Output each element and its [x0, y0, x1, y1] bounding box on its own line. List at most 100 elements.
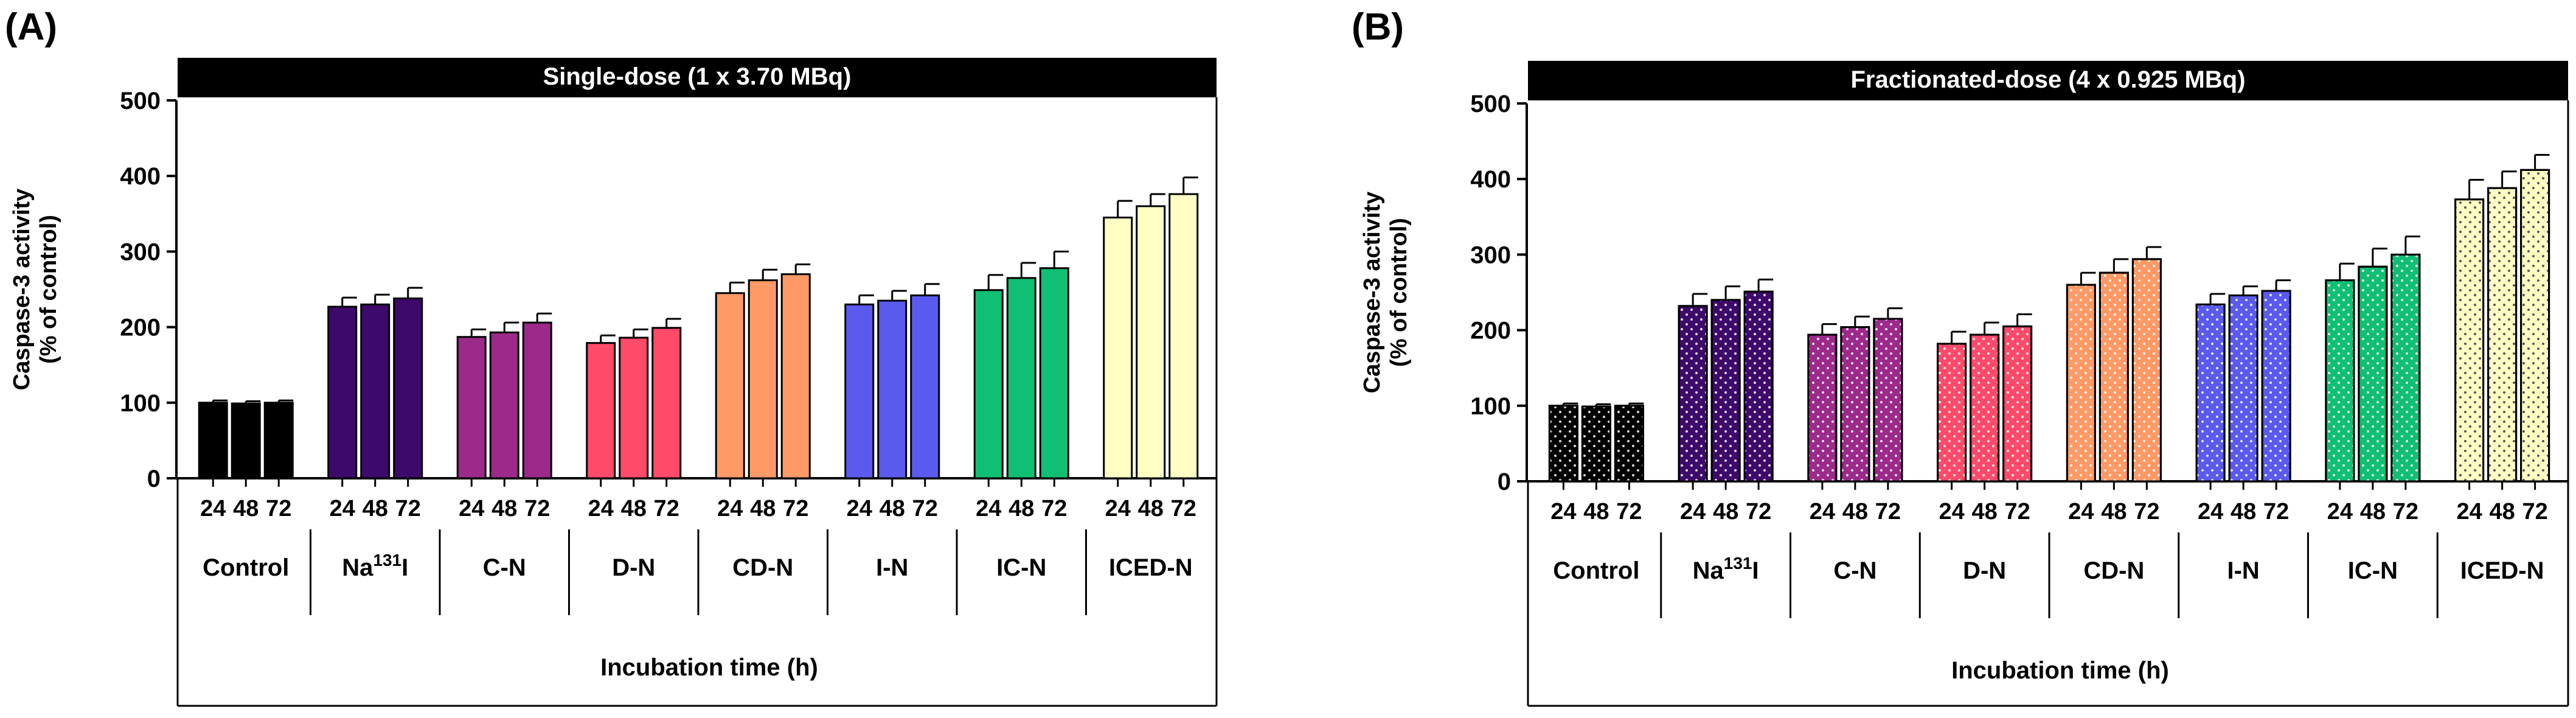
time-label: 72: [912, 496, 938, 521]
group-label: CD-N: [2083, 557, 2144, 584]
time-label: 48: [1971, 499, 1997, 525]
time-label: 48: [2231, 499, 2256, 525]
title-bar: [178, 58, 1217, 97]
chart-title: Fractionated-dose (4 x 0.925 MBq): [1850, 66, 2245, 93]
bar: [360, 303, 391, 479]
bar: [489, 331, 519, 479]
time-label: 72: [395, 496, 421, 521]
bar-dot-pattern: [1840, 326, 1870, 483]
y-tick-label: 400: [1470, 166, 1511, 193]
bar-dot-pattern: [2325, 279, 2355, 483]
panel-label: (A): [5, 6, 57, 48]
bar-group-iced-n: 24 48 72 ICED-N: [1103, 176, 1199, 581]
bar-dot-pattern: [2131, 258, 2162, 483]
bar-dot-pattern: [2261, 290, 2291, 483]
time-label: 72: [1875, 499, 1901, 525]
time-label: 48: [880, 496, 905, 521]
bar-group-iced-n: 24 48 72 ICED-N: [2454, 153, 2550, 584]
time-label: 24: [717, 496, 743, 521]
bar-group-ic-n: 24 48 72 IC-N: [2325, 235, 2421, 584]
time-label: 48: [1583, 499, 1609, 525]
bar-dot-pattern: [2358, 265, 2388, 483]
bar-dot-pattern: [2228, 294, 2258, 483]
time-label: 48: [1138, 496, 1164, 521]
bar-group-control: 24 48 72 Control: [198, 399, 294, 581]
time-label: 48: [233, 496, 259, 521]
group-label: IC-N: [996, 554, 1046, 581]
group-label: Control: [1553, 557, 1639, 584]
y-tick-label: 200: [120, 315, 161, 341]
bar-group-c-n: 24 48 72 C-N: [456, 312, 552, 581]
bar: [586, 342, 616, 479]
y-tick-label: 500: [1470, 91, 1511, 117]
time-label: 72: [2134, 499, 2159, 525]
title-bar: [1528, 61, 2568, 100]
time-label: 24: [1550, 499, 1576, 525]
time-label: 72: [2522, 499, 2547, 525]
panel-label: (B): [1352, 6, 1404, 48]
time-label: 72: [2263, 499, 2289, 525]
bar: [780, 273, 811, 479]
bar-dot-pattern: [2454, 198, 2485, 483]
y-tick-label: 100: [120, 390, 161, 417]
y-tick-label: 0: [147, 465, 161, 492]
time-label: 48: [1009, 496, 1034, 521]
x-axis-label: Incubation time (h): [600, 654, 818, 681]
bar-group-cd-n: 24 48 72 CD-N: [2066, 246, 2162, 584]
bar: [456, 336, 487, 479]
y-axis-label-line1: Caspase-3 activity: [9, 189, 35, 391]
time-label: 48: [1842, 499, 1868, 525]
bar-group-c-n: 24 48 72 C-N: [1807, 307, 1903, 584]
bar: [1136, 205, 1166, 479]
time-label: 48: [2101, 499, 2126, 525]
time-label: 24: [2068, 499, 2094, 525]
group-label: ICED-N: [2460, 557, 2544, 584]
bar-dot-pattern: [1970, 333, 2000, 483]
y-axis-label-line2: (% of control): [1386, 218, 1412, 367]
chart-panel-b: (B) Fractionated-dose (4 x 0.925 MBq) 0 100…: [1352, 6, 2569, 707]
bar: [1103, 217, 1133, 479]
bar-dot-pattern: [2520, 169, 2550, 483]
time-label: 48: [2489, 499, 2515, 525]
time-label: 48: [491, 496, 517, 521]
bar-dot-pattern: [2487, 187, 2518, 483]
bar: [651, 327, 682, 479]
time-label: 48: [2360, 499, 2386, 525]
bar-dot-pattern: [1548, 405, 1578, 483]
bar-dot-pattern: [2390, 253, 2421, 483]
y-tick-label: 300: [1470, 242, 1511, 268]
bar-dot-pattern: [1937, 343, 1967, 483]
time-label: 48: [750, 496, 776, 521]
time-label: 24: [459, 496, 484, 521]
time-label: 24: [1680, 499, 1706, 525]
bar-group-na131i: 24 48 72 Na131I: [1678, 278, 1774, 584]
group-label: D-N: [612, 554, 655, 581]
bar-dot-pattern: [2195, 303, 2226, 483]
y-tick-label: 400: [120, 163, 161, 190]
time-label: 24: [2327, 499, 2353, 525]
bar: [522, 321, 552, 479]
bar: [231, 402, 261, 479]
group-label: C-N: [1833, 557, 1876, 584]
group-label: C-N: [483, 554, 526, 581]
bar-dot-pattern: [2099, 271, 2129, 483]
bar: [748, 279, 778, 479]
y-tick-label: 500: [120, 88, 161, 114]
y-tick-label: 200: [1470, 318, 1511, 344]
bar-dot-pattern: [1678, 305, 1708, 483]
time-label: 48: [363, 496, 388, 521]
bar-group-i-n: 24 48 72 I-N: [844, 283, 940, 581]
time-label: 72: [524, 496, 550, 521]
chart-title: Single-dose (1 x 3.70 MBq): [543, 63, 852, 90]
time-label: 24: [1939, 499, 1964, 525]
bar-group-d-n: 24 48 72 D-N: [1937, 313, 2033, 584]
bar-group-d-n: 24 48 72 D-N: [586, 318, 682, 581]
group-label: Na131I: [342, 551, 408, 581]
group-label: I-N: [2227, 557, 2259, 584]
bar: [844, 303, 875, 479]
bar-dot-pattern: [1743, 290, 1774, 483]
bar: [327, 305, 358, 479]
time-label: 72: [654, 496, 679, 521]
bar: [393, 297, 423, 479]
